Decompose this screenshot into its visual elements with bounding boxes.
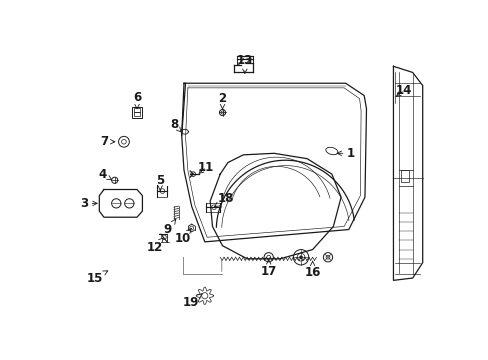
Text: 10: 10 (175, 229, 191, 244)
Bar (134, 108, 140, 112)
Bar (400, 170, 408, 182)
Text: 16: 16 (304, 261, 320, 279)
Text: 13: 13 (236, 54, 252, 73)
Text: 7: 7 (101, 135, 115, 148)
Text: 9: 9 (163, 219, 176, 236)
Text: 5: 5 (156, 174, 164, 191)
Text: 19: 19 (183, 294, 202, 309)
Text: 17: 17 (260, 260, 276, 278)
Text: 4: 4 (98, 168, 111, 181)
Bar (134, 112, 140, 116)
Text: 14: 14 (394, 85, 411, 98)
Text: 2: 2 (218, 92, 226, 109)
Bar (131, 107, 142, 118)
Text: 11: 11 (197, 161, 213, 175)
Circle shape (299, 256, 302, 259)
Text: 12: 12 (146, 238, 163, 254)
Text: 3: 3 (80, 197, 97, 210)
Text: 8: 8 (169, 118, 181, 132)
Text: 6: 6 (133, 91, 141, 109)
Text: 1: 1 (336, 147, 354, 160)
Text: 18: 18 (214, 192, 233, 207)
Text: 15: 15 (86, 271, 107, 284)
